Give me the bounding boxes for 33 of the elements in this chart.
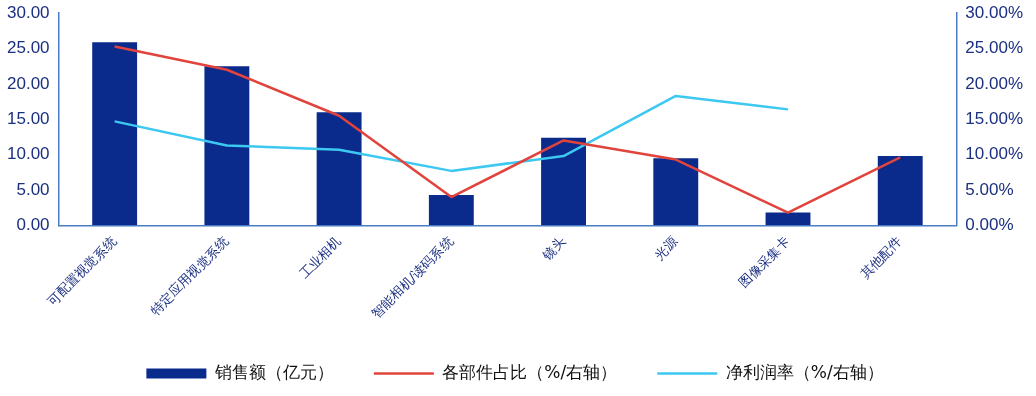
x-tick-label: 图像采集卡 xyxy=(735,233,793,291)
y2-tick-label: 25.00% xyxy=(965,38,1024,58)
bar xyxy=(428,194,474,226)
y-tick-label: 10.00 xyxy=(6,144,50,164)
x-tick-label: 镜头 xyxy=(538,233,569,264)
y-tick-label: 30.00 xyxy=(6,2,50,22)
x-tick-label: 特定应用视觉系统 xyxy=(147,233,232,318)
x-tick-label: 工业相机 xyxy=(296,233,344,282)
bar xyxy=(92,42,138,226)
y2-tick-label: 20.00% xyxy=(965,73,1024,93)
y2-tick-label: 30.00% xyxy=(965,2,1024,22)
x-tick-label: 可配置视觉系统 xyxy=(44,233,120,309)
bar xyxy=(541,137,586,226)
y-tick-label: 15.00 xyxy=(6,108,50,128)
y2-tick-label: 10.00% xyxy=(965,144,1024,164)
bar xyxy=(877,156,923,226)
y2-tick-label: 0.00% xyxy=(965,215,1014,235)
bar xyxy=(653,158,699,226)
x-tick-label: 光源 xyxy=(651,233,681,263)
x-tick-label: 智能相机/读码系统 xyxy=(368,233,456,321)
y-tick-label: 25.00 xyxy=(6,38,50,58)
legend-label: 各部件占比（%/右轴） xyxy=(442,361,618,382)
legend-label: 销售额（亿元） xyxy=(213,361,334,382)
y-tick-label: 20.00 xyxy=(6,73,50,93)
y2-tick-label: 5.00% xyxy=(965,179,1014,199)
bar xyxy=(204,66,250,226)
y2-tick-label: 15.00% xyxy=(965,108,1024,128)
bar xyxy=(765,212,811,226)
y-tick-label: 5.00 xyxy=(16,179,50,199)
y-tick-label: 0.00 xyxy=(16,215,50,235)
x-tick-label: 其他配件 xyxy=(857,233,905,282)
legend-label: 净利润率（%/右轴） xyxy=(725,361,884,382)
bar xyxy=(316,112,362,226)
